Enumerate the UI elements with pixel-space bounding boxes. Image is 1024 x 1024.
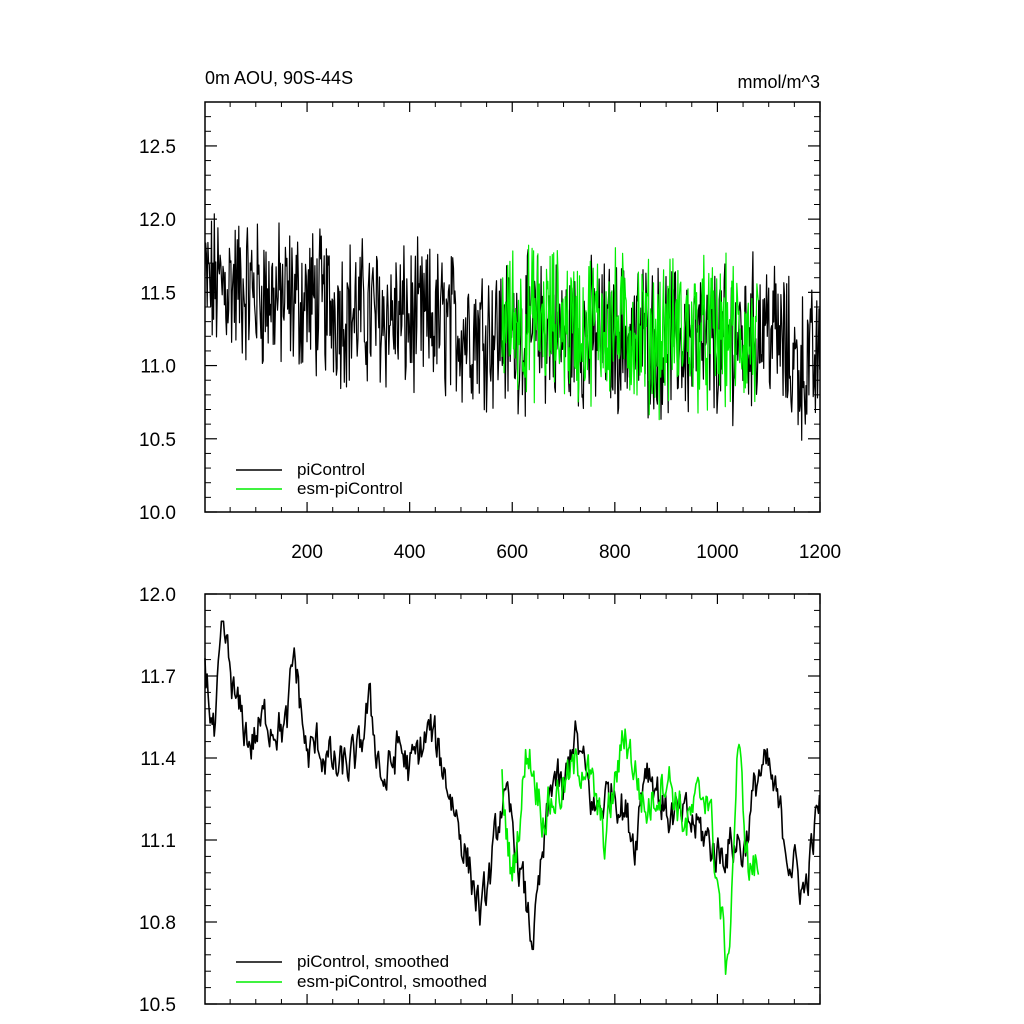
x-tick-label: 1200 (799, 542, 841, 563)
top-legend: piControl esm-piControl (236, 460, 403, 498)
y-tick-label: 11.4 (140, 749, 176, 770)
y-tick-label: 10.5 (139, 995, 176, 1016)
y-tick-label: 12.0 (139, 210, 176, 231)
y-tick-label: 11.5 (140, 283, 176, 304)
bottom-plot-frame (204, 593, 821, 1005)
top-series-group (204, 213, 821, 441)
bottom-ticks: 10.5 10.8 11.1 11.4 11.7 12.0 (139, 585, 821, 1016)
esm-picontrol-series-line (501, 244, 759, 421)
x-tick-label: 600 (496, 542, 528, 563)
y-tick-label: 11.1 (140, 831, 176, 852)
y-tick-label: 12.0 (139, 585, 176, 606)
x-tick-label: 800 (599, 542, 631, 563)
top-legend-label-picontrol: piControl (297, 460, 365, 479)
bottom-legend: piControl, smoothed esm-piControl, smoot… (236, 952, 487, 991)
y-tick-label: 11.0 (140, 357, 176, 378)
y-tick-label: 11.7 (140, 667, 176, 688)
y-tick-label: 12.5 (139, 137, 176, 158)
top-title-left: 0m AOU, 90S-44S (205, 68, 353, 88)
top-legend-label-esm: esm-piControl (297, 479, 403, 498)
x-tick-label: 400 (394, 542, 426, 563)
top-panel: 0m AOU, 90S-44S mmol/m^3 200 400 600 800 100… (139, 68, 841, 563)
top-title-right: mmol/m^3 (738, 72, 820, 92)
y-tick-label: 10.8 (139, 913, 176, 934)
x-tick-label: 1000 (696, 542, 738, 563)
esm-picontrol-series-line (501, 728, 760, 976)
bottom-legend-label-esm: esm-piControl, smoothed (297, 972, 487, 991)
x-tick-label: 200 (291, 542, 323, 563)
bottom-panel: 10.5 10.8 11.1 11.4 11.7 12.0 piControl, smoo… (139, 585, 821, 1016)
bottom-legend-label-picontrol: piControl, smoothed (297, 952, 449, 971)
y-tick-label: 10.5 (139, 430, 176, 451)
y-tick-label: 10.0 (139, 503, 176, 524)
top-ticks: 200 400 600 800 1000 1200 10.0 10.5 11.0 11.5 12.0… (139, 101, 841, 563)
bottom-series-group (204, 620, 821, 976)
picontrol-series-line (204, 620, 821, 951)
